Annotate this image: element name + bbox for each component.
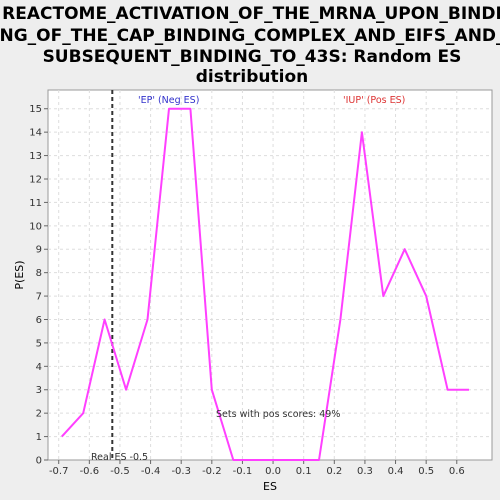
x-tick-label: -0.2 [202, 466, 222, 477]
es-density-line [61, 107, 469, 461]
y-tick-label: 1 [36, 432, 42, 443]
x-tick-label: 0.2 [326, 466, 342, 477]
x-tick-label: -0.1 [233, 466, 253, 477]
x-tick-label: -0.5 [110, 466, 130, 477]
chart-marks [61, 90, 470, 461]
y-tick-label: 2 [36, 409, 42, 420]
y-tick-label: 11 [29, 198, 42, 209]
y-tick-label: 7 [36, 292, 42, 303]
chart-title-line-3: SUBSEQUENT_BINDING_TO_43S: Random ES [43, 47, 462, 67]
y-tick-label: 4 [36, 362, 42, 373]
y-tick-label: 12 [29, 174, 42, 185]
chart-title-line-4: distribution [196, 67, 308, 87]
y-tick-label: 5 [36, 338, 42, 349]
x-tick-label: -0.7 [49, 466, 69, 477]
real-es-label: Real ES -0.5 [91, 452, 148, 463]
neg-es-label: 'EP' (Neg ES) [138, 95, 199, 106]
x-tick-label: 0.1 [296, 466, 312, 477]
grid-lines [48, 90, 492, 460]
x-tick-label: -0.3 [171, 466, 191, 477]
y-tick-label: 0 [36, 456, 42, 467]
y-tick-label: 14 [29, 128, 42, 139]
pos-es-label: 'IUP' (Pos ES) [343, 95, 405, 106]
x-tick-label: 0.4 [388, 466, 404, 477]
y-axis-label: P(ES) [13, 260, 26, 289]
chart-title-line-1: REACTOME_ACTIVATION_OF_THE_MRNA_UPON_BIN… [2, 4, 500, 24]
x-tick-label: 0.3 [357, 466, 373, 477]
x-axis-label: ES [263, 480, 277, 493]
x-tick-label: 0.5 [418, 466, 434, 477]
x-tick-label: 0.0 [265, 466, 281, 477]
y-tick-label: 6 [36, 315, 42, 326]
y-tick-label: 8 [36, 268, 42, 279]
x-tick-label: 0.6 [449, 466, 465, 477]
y-tick-label: 13 [29, 151, 42, 162]
y-tick-label: 9 [36, 245, 42, 256]
x-tick-label: -0.6 [80, 466, 100, 477]
x-tick-label: -0.4 [141, 466, 161, 477]
y-tick-label: 15 [29, 104, 42, 115]
y-tick-label: 10 [29, 221, 42, 232]
pos-score-summary: Sets with pos scores: 49% [216, 409, 340, 420]
y-tick-label: 3 [36, 385, 42, 396]
plot-area [47, 89, 493, 461]
chart-title-line-2: NG_OF_THE_CAP_BINDING_COMPLEX_AND_EIFS_A… [0, 26, 500, 46]
